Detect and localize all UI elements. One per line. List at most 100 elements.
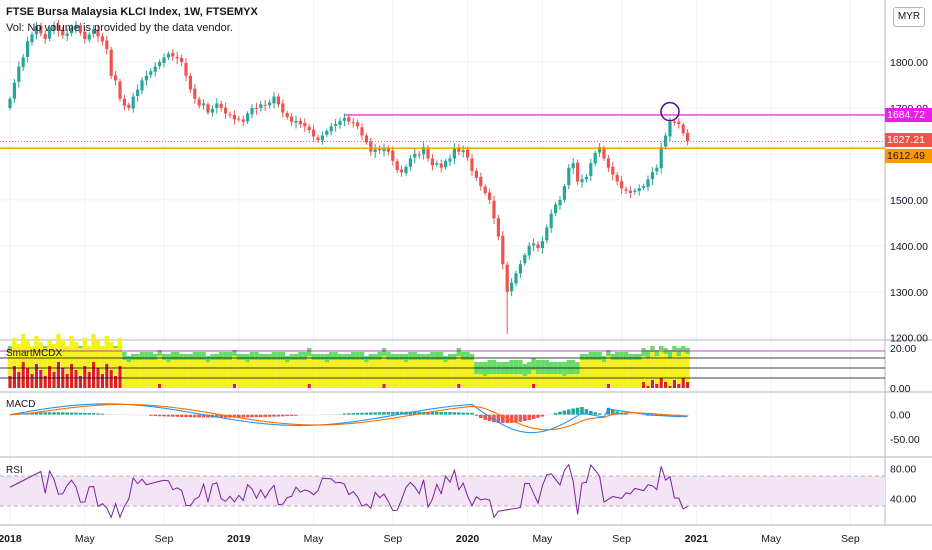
candle-body [408, 158, 412, 167]
smart-yellow-bar [183, 360, 189, 388]
candle-body [598, 147, 602, 153]
currency-selector[interactable]: MYR [893, 7, 925, 27]
time-tick-label: Sep [612, 533, 631, 545]
macd-histogram-bar [311, 414, 316, 416]
macd-histogram-bar [267, 414, 272, 417]
smart-red-bar [52, 372, 56, 388]
price-tick-label: 1300.00 [890, 287, 928, 299]
candle-body [448, 158, 452, 162]
smart-yellow-bar [500, 374, 505, 388]
smart-yellow-bar [579, 360, 585, 388]
macd-histogram-bar [452, 412, 457, 415]
smart-green-bar [373, 354, 378, 360]
smart-yellow-bar [161, 360, 167, 388]
candle-body [312, 129, 316, 137]
candle-body [43, 34, 47, 40]
smart-green-bar [342, 354, 347, 360]
smart-yellow-bar [157, 356, 162, 384]
smart-yellow-bar [91, 334, 96, 362]
candle-body [246, 113, 250, 122]
candle-body [642, 186, 646, 188]
smart-yellow-bar [659, 350, 664, 378]
macd-histogram-bar [8, 414, 12, 416]
smart-green-bar [681, 346, 686, 352]
smart-yellow-bar [258, 360, 263, 388]
macd-tick-label: -50.00 [890, 434, 920, 446]
macd-histogram-bar [329, 414, 333, 415]
smart-green-bar [650, 346, 655, 352]
candle-body [470, 158, 474, 171]
smart-yellow-bar [82, 338, 87, 366]
smart-yellow-bar [214, 360, 219, 388]
macd-histogram-bar [259, 414, 263, 418]
smart-green-bar [522, 364, 527, 376]
smart-yellow-bar [271, 360, 277, 388]
smart-yellow-bar [254, 360, 259, 388]
candle-body [505, 264, 509, 292]
candle-body [294, 120, 298, 123]
smart-red-bar [30, 374, 34, 388]
candle-body [620, 181, 624, 189]
candle-body [316, 137, 320, 141]
smart-red-bar [21, 362, 25, 388]
macd-histogram-bar [122, 414, 127, 416]
candle-body [532, 243, 536, 246]
macd-histogram-bar [558, 411, 562, 415]
candle-body [276, 96, 280, 105]
smart-green-bar [311, 354, 316, 360]
macd-histogram-bar [78, 412, 83, 415]
macd-histogram-bar [360, 412, 364, 415]
smart-yellow-bar [575, 374, 580, 388]
smart-yellow-bar [78, 348, 83, 376]
smart-green-bar [307, 348, 312, 356]
macd-histogram-bar [606, 407, 611, 415]
smart-yellow-bar [135, 360, 140, 388]
smart-green-bar [329, 352, 334, 360]
smart-green-bar [421, 354, 426, 360]
smart-green-bar [351, 352, 356, 360]
macd-histogram-bar [276, 414, 281, 417]
macd-histogram-bar [417, 411, 421, 415]
macd-histogram-bar [382, 412, 386, 415]
candle-body [422, 147, 426, 155]
smart-green-bar [588, 352, 593, 360]
smart-green-bar [408, 352, 413, 360]
candle-body [360, 127, 364, 136]
smart-yellow-bar [434, 360, 439, 388]
macd-histogram-bar [61, 412, 65, 415]
smart-green-bar [192, 352, 197, 360]
smart-yellow-bar [487, 374, 492, 388]
macd-histogram-bar [347, 413, 351, 415]
macd-histogram-bar [157, 414, 162, 417]
candle-body [386, 148, 390, 152]
macd-histogram-bar [602, 414, 606, 415]
smart-green-bar [509, 360, 514, 374]
smart-green-bar [637, 354, 642, 360]
macd-histogram-bar [391, 411, 395, 415]
candle-body [439, 163, 443, 168]
candle-body [184, 62, 188, 76]
macd-histogram-bar [637, 414, 641, 416]
macd-histogram-bar [193, 414, 197, 418]
smart-yellow-bar [632, 360, 637, 388]
smart-yellow-bar [522, 376, 527, 388]
smart-yellow-bar [60, 340, 65, 368]
macd-histogram-bar [140, 414, 144, 416]
macd-histogram-bar [413, 411, 417, 415]
candle-body [474, 170, 478, 178]
price-tick-label: 1800.00 [890, 57, 928, 69]
smart-green-bar [452, 354, 457, 360]
smart-yellow-bar [201, 360, 206, 388]
macd-histogram-bar [333, 413, 338, 415]
smart-yellow-bar [527, 374, 532, 388]
smart-yellow-bar [219, 360, 224, 388]
smart-green-bar [78, 346, 83, 348]
smart-green-bar [430, 352, 435, 360]
smart-green-bar [214, 354, 219, 360]
price-tick-label: 1400.00 [890, 241, 928, 253]
candle-body [325, 130, 329, 135]
macd-histogram-bar [52, 412, 56, 415]
macd-histogram-bar [69, 412, 74, 415]
macd-histogram-bar [263, 414, 267, 417]
